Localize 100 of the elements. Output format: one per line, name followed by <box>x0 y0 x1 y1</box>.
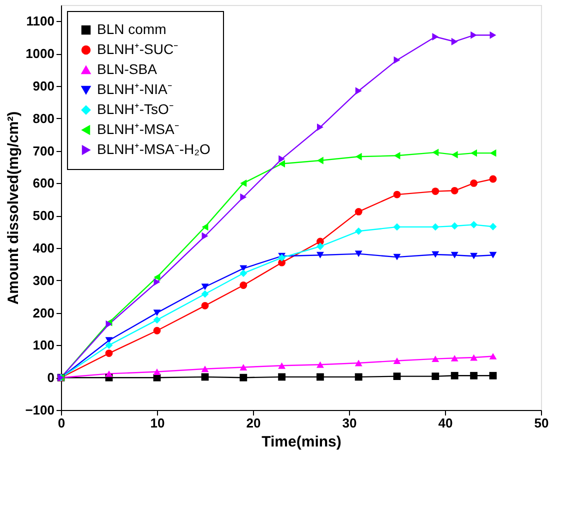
legend-label: BLNH⁺-TsO⁻ <box>97 101 174 117</box>
point <box>470 180 478 187</box>
point <box>105 370 113 377</box>
point <box>355 87 362 95</box>
point <box>432 188 440 195</box>
point <box>451 38 458 46</box>
point <box>278 362 286 369</box>
point <box>201 373 209 381</box>
point <box>202 223 208 231</box>
point <box>154 273 160 281</box>
point <box>153 316 161 324</box>
point <box>432 372 440 380</box>
x-axis-title: Time(mins) <box>262 434 342 450</box>
point <box>450 222 458 230</box>
point <box>393 372 401 380</box>
point <box>451 150 458 158</box>
point <box>240 374 248 382</box>
point <box>432 251 440 258</box>
point <box>470 372 478 380</box>
point <box>278 160 286 168</box>
legend-label: BLN comm <box>97 21 166 37</box>
legend-label: BLNH⁺-MSA⁻-H₂O <box>97 141 211 157</box>
x-tick-label: 30 <box>342 416 357 430</box>
y-tick-label: 700 <box>32 143 54 158</box>
legend-label: BLNH⁺-MSA⁻ <box>97 121 180 137</box>
point <box>489 175 497 183</box>
point <box>240 270 248 277</box>
point <box>201 290 209 298</box>
x-tick-label: 20 <box>246 416 261 430</box>
point <box>240 364 248 370</box>
point <box>354 227 362 235</box>
point <box>470 220 478 228</box>
x-tick-label: 50 <box>534 416 549 430</box>
legend-label: BLNH⁺-NIA⁻ <box>97 81 172 97</box>
y-axis-title: Amount dissolved(mg/cm²) <box>5 111 22 305</box>
y-tick-label: 800 <box>32 110 54 126</box>
point <box>316 252 324 258</box>
point <box>489 222 497 230</box>
point <box>393 358 401 364</box>
point <box>470 149 478 157</box>
point <box>490 31 496 39</box>
y-tick-label: 1100 <box>26 14 54 29</box>
x-tick-label: 40 <box>438 416 453 430</box>
point <box>354 373 362 381</box>
point <box>354 250 362 258</box>
point <box>470 31 478 39</box>
point <box>240 193 247 201</box>
y-tick-label: 0 <box>47 370 54 386</box>
y-tick-label: 400 <box>32 240 54 256</box>
point <box>393 223 401 231</box>
point <box>105 350 113 357</box>
point <box>393 254 401 260</box>
point <box>432 223 440 231</box>
point <box>450 372 458 380</box>
y-tick-label: 900 <box>32 78 54 94</box>
point <box>240 282 248 289</box>
y-tick-label: 600 <box>32 176 54 191</box>
point <box>316 373 324 381</box>
x-tick-label: 10 <box>150 416 165 430</box>
legend-label: BLN-SBA <box>97 61 158 77</box>
point <box>354 360 362 366</box>
point <box>316 242 324 250</box>
point <box>201 302 209 310</box>
point <box>450 186 458 194</box>
point <box>393 190 401 198</box>
y-tick-label: 200 <box>32 305 54 320</box>
point <box>153 368 161 375</box>
point <box>354 208 362 216</box>
point <box>154 278 160 286</box>
point <box>490 149 496 157</box>
point <box>432 356 440 362</box>
point <box>240 179 247 187</box>
point <box>355 152 362 160</box>
point <box>489 252 497 258</box>
point <box>201 284 209 290</box>
legend-label: BLNH⁺-SUC⁻ <box>97 41 179 57</box>
point <box>153 326 161 334</box>
y-tick-label: 100 <box>32 338 54 353</box>
point <box>432 33 439 40</box>
point <box>470 252 478 260</box>
point <box>489 372 497 380</box>
point <box>450 252 458 258</box>
point <box>316 156 324 164</box>
point <box>278 373 286 381</box>
point <box>278 155 286 163</box>
point <box>153 310 161 316</box>
point <box>316 123 324 131</box>
point <box>489 353 497 360</box>
point <box>394 152 400 160</box>
point <box>316 361 324 368</box>
y-tick-label: 300 <box>32 272 54 288</box>
point <box>450 354 458 362</box>
y-tick-label: −100 <box>25 402 54 418</box>
y-tick-label: 1000 <box>26 46 54 62</box>
point <box>394 56 400 64</box>
point <box>201 366 209 372</box>
point <box>105 341 113 349</box>
point <box>202 232 208 240</box>
x-tick-label: 0 <box>58 416 66 430</box>
point <box>470 354 478 361</box>
